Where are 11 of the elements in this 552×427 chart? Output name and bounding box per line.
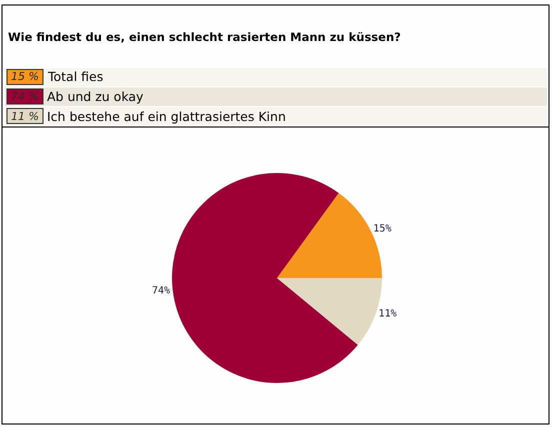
legend-label: Ich bestehe auf ein glattrasiertes Kinn xyxy=(47,109,286,124)
data-label: 15% xyxy=(373,224,392,235)
data-label: 74% xyxy=(152,286,170,297)
pie-slice xyxy=(172,173,358,383)
chart-title: Wie findest du es, einen schlecht rasierten Mann zu küssen? xyxy=(8,30,401,44)
data-label: 11% xyxy=(378,308,397,320)
text: 15 % xyxy=(11,70,39,83)
legend-label: Ab und zu okay xyxy=(47,89,144,104)
text: 74 % xyxy=(11,90,39,103)
legend-label: Total fies xyxy=(47,69,104,84)
text: 11 % xyxy=(11,110,39,123)
